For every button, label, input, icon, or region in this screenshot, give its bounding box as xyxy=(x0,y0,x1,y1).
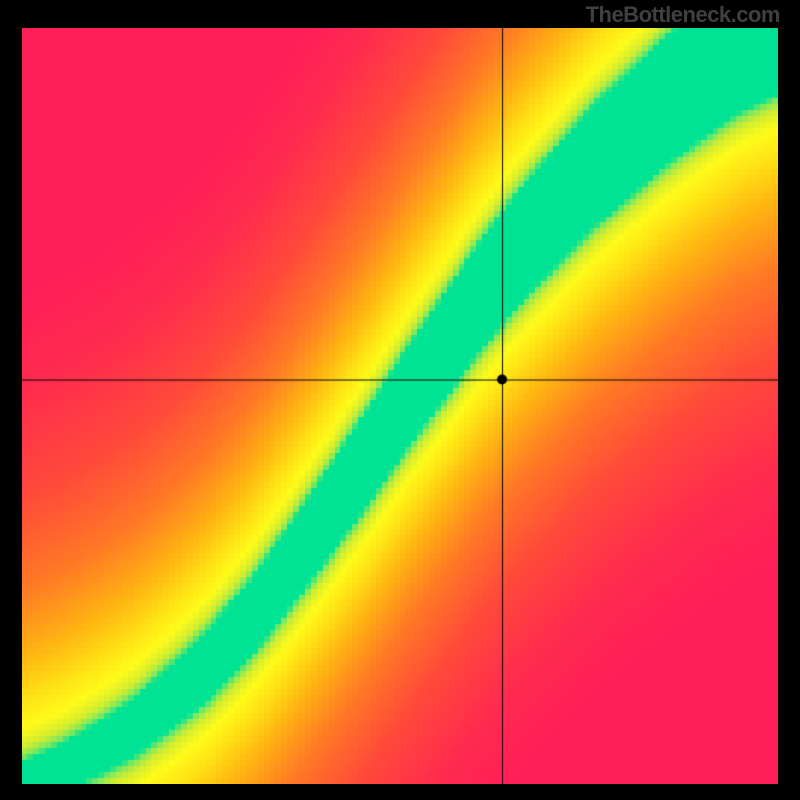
watermark-text: TheBottleneck.com xyxy=(586,2,780,28)
heatmap-canvas xyxy=(22,28,778,784)
chart-container: TheBottleneck.com xyxy=(0,0,800,800)
heatmap-plot xyxy=(22,28,778,784)
